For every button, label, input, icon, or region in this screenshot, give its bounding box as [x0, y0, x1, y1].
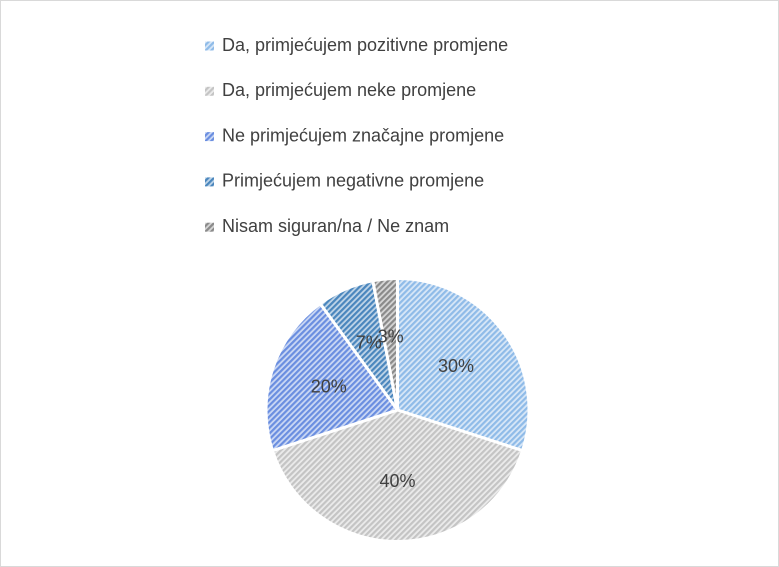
legend-swatch: [205, 132, 214, 142]
legend-label: Da, primjećujem neke promjene: [222, 80, 476, 100]
legend-swatch: [205, 41, 214, 51]
data-label: 3%: [378, 327, 404, 347]
pie-slice: [371, 276, 399, 411]
legend-swatch: [205, 177, 214, 187]
data-label: 7%: [356, 332, 382, 352]
legend-label: Ne primjećujem značajne promjene: [222, 125, 504, 145]
pie-slice: [264, 301, 400, 453]
data-label: 30%: [438, 356, 474, 376]
pie-slice: [396, 276, 531, 453]
legend-label: Nisam siguran/na / Ne znam: [222, 216, 449, 236]
legend-label: Primjećujem negativne promjene: [222, 171, 484, 191]
data-label: 40%: [379, 471, 415, 491]
legend-swatch: [205, 86, 214, 96]
legend-swatch: [205, 222, 214, 232]
legend-label: Da, primjećujem pozitivne promjene: [222, 35, 508, 55]
data-label: 20%: [311, 376, 347, 396]
pie-slice: [270, 408, 525, 543]
